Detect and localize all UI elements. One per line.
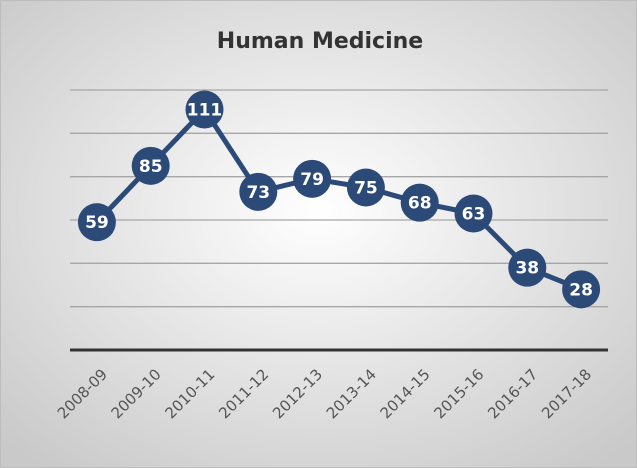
data-label: 111 xyxy=(187,101,223,121)
marker xyxy=(400,183,439,222)
data-label: 28 xyxy=(569,280,593,300)
marker xyxy=(562,270,601,309)
data-label: 75 xyxy=(354,179,378,199)
marker xyxy=(77,203,116,242)
data-label: 38 xyxy=(515,259,539,279)
data-label: 85 xyxy=(139,157,163,177)
marker xyxy=(293,159,332,198)
marker xyxy=(185,90,224,129)
marker xyxy=(346,168,385,207)
marker xyxy=(131,146,170,185)
data-label: 68 xyxy=(408,194,432,214)
data-label: 73 xyxy=(246,183,270,203)
data-label: 59 xyxy=(85,213,109,233)
marker xyxy=(508,248,547,287)
chart-title: Human Medicine xyxy=(217,29,423,54)
line xyxy=(95,107,583,292)
marker xyxy=(239,172,278,211)
data-label: 79 xyxy=(300,170,324,190)
marker xyxy=(454,194,493,233)
data-label: 63 xyxy=(462,205,486,225)
